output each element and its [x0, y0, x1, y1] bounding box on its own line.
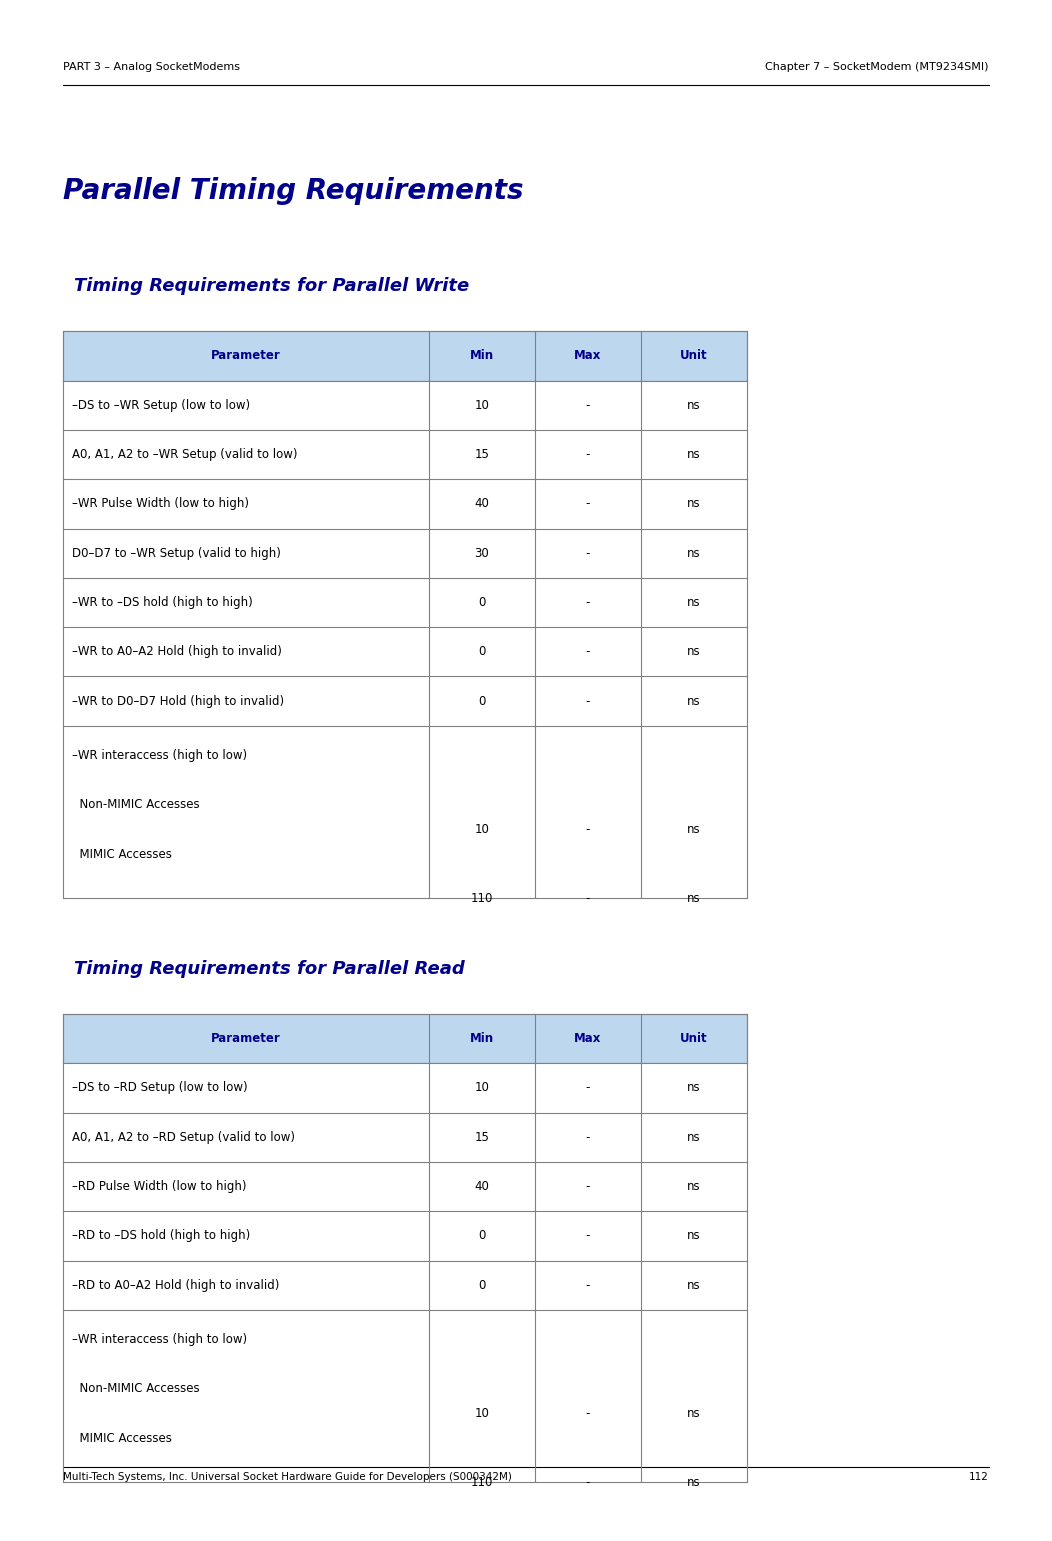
- Text: 40: 40: [474, 498, 489, 510]
- Text: Non-MIMIC Accesses: Non-MIMIC Accesses: [72, 1382, 199, 1395]
- FancyBboxPatch shape: [63, 726, 747, 898]
- Text: A0, A1, A2 to –RD Setup (valid to low): A0, A1, A2 to –RD Setup (valid to low): [72, 1131, 295, 1143]
- Text: 15: 15: [474, 448, 489, 461]
- Text: ns: ns: [687, 1279, 701, 1291]
- Text: Min: Min: [470, 350, 494, 362]
- Text: ns: ns: [687, 498, 701, 510]
- Text: -: -: [586, 547, 590, 559]
- FancyBboxPatch shape: [63, 430, 747, 479]
- FancyBboxPatch shape: [63, 381, 747, 430]
- Text: PART 3 – Analog SocketModems: PART 3 – Analog SocketModems: [63, 62, 240, 71]
- FancyBboxPatch shape: [63, 627, 747, 676]
- Text: 10: 10: [474, 823, 489, 835]
- Text: –WR interaccess (high to low): –WR interaccess (high to low): [72, 1333, 246, 1345]
- Text: –WR to A0–A2 Hold (high to invalid): –WR to A0–A2 Hold (high to invalid): [72, 646, 282, 658]
- Text: Unit: Unit: [680, 1032, 708, 1045]
- FancyBboxPatch shape: [63, 1063, 747, 1113]
- Text: –WR to D0–D7 Hold (high to invalid): –WR to D0–D7 Hold (high to invalid): [72, 695, 284, 707]
- FancyBboxPatch shape: [63, 529, 747, 578]
- Text: -: -: [586, 1279, 590, 1291]
- Text: MIMIC Accesses: MIMIC Accesses: [72, 1432, 171, 1444]
- Text: Timing Requirements for Parallel Read: Timing Requirements for Parallel Read: [74, 960, 464, 979]
- Text: -: -: [586, 695, 590, 707]
- Text: ns: ns: [687, 1131, 701, 1143]
- Text: –RD to –DS hold (high to high): –RD to –DS hold (high to high): [72, 1230, 249, 1242]
- FancyBboxPatch shape: [63, 1310, 747, 1482]
- Text: -: -: [586, 1082, 590, 1094]
- Text: 112: 112: [969, 1472, 989, 1481]
- Text: 10: 10: [474, 1407, 489, 1419]
- Text: ns: ns: [687, 399, 701, 411]
- Text: -: -: [586, 1407, 590, 1419]
- Text: –RD to A0–A2 Hold (high to invalid): –RD to A0–A2 Hold (high to invalid): [72, 1279, 279, 1291]
- Text: 10: 10: [474, 1082, 489, 1094]
- Text: 0: 0: [479, 646, 486, 658]
- Text: 0: 0: [479, 1230, 486, 1242]
- Text: –RD Pulse Width (low to high): –RD Pulse Width (low to high): [72, 1180, 246, 1193]
- FancyBboxPatch shape: [63, 1211, 747, 1261]
- Text: Min: Min: [470, 1032, 494, 1045]
- Text: ns: ns: [687, 448, 701, 461]
- Text: -: -: [586, 823, 590, 835]
- Text: MIMIC Accesses: MIMIC Accesses: [72, 848, 171, 860]
- Text: -: -: [586, 1476, 590, 1489]
- Text: Max: Max: [574, 350, 602, 362]
- Text: Non-MIMIC Accesses: Non-MIMIC Accesses: [72, 798, 199, 811]
- Text: ns: ns: [687, 1082, 701, 1094]
- Text: 10: 10: [474, 399, 489, 411]
- Text: ns: ns: [687, 892, 701, 905]
- Text: 15: 15: [474, 1131, 489, 1143]
- Text: ns: ns: [687, 1476, 701, 1489]
- FancyBboxPatch shape: [63, 1014, 747, 1063]
- Text: –DS to –RD Setup (low to low): –DS to –RD Setup (low to low): [72, 1082, 247, 1094]
- Text: -: -: [586, 399, 590, 411]
- Text: ns: ns: [687, 823, 701, 835]
- Text: –WR interaccess (high to low): –WR interaccess (high to low): [72, 749, 246, 761]
- FancyBboxPatch shape: [63, 1162, 747, 1211]
- Text: ns: ns: [687, 1180, 701, 1193]
- Text: 110: 110: [470, 1476, 493, 1489]
- Text: -: -: [586, 892, 590, 905]
- Text: ns: ns: [687, 1407, 701, 1419]
- Text: Chapter 7 – SocketModem (MT9234SMI): Chapter 7 – SocketModem (MT9234SMI): [766, 62, 989, 71]
- Text: Parameter: Parameter: [211, 350, 281, 362]
- Text: A0, A1, A2 to –WR Setup (valid to low): A0, A1, A2 to –WR Setup (valid to low): [72, 448, 297, 461]
- FancyBboxPatch shape: [63, 331, 747, 381]
- Text: Multi-Tech Systems, Inc. Universal Socket Hardware Guide for Developers (S000342: Multi-Tech Systems, Inc. Universal Socke…: [63, 1472, 512, 1481]
- Text: –DS to –WR Setup (low to low): –DS to –WR Setup (low to low): [72, 399, 249, 411]
- Text: Parallel Timing Requirements: Parallel Timing Requirements: [63, 177, 524, 205]
- Text: ns: ns: [687, 547, 701, 559]
- FancyBboxPatch shape: [63, 1113, 747, 1162]
- Text: -: -: [586, 1230, 590, 1242]
- Text: –WR to –DS hold (high to high): –WR to –DS hold (high to high): [72, 596, 252, 609]
- Text: Unit: Unit: [680, 350, 708, 362]
- Text: -: -: [586, 448, 590, 461]
- Text: 0: 0: [479, 596, 486, 609]
- Text: -: -: [586, 646, 590, 658]
- Text: ns: ns: [687, 1230, 701, 1242]
- Text: -: -: [586, 1180, 590, 1193]
- Text: -: -: [586, 1131, 590, 1143]
- Text: 30: 30: [474, 547, 489, 559]
- FancyBboxPatch shape: [63, 676, 747, 726]
- Text: Max: Max: [574, 1032, 602, 1045]
- Text: 110: 110: [470, 892, 493, 905]
- Text: D0–D7 to –WR Setup (valid to high): D0–D7 to –WR Setup (valid to high): [72, 547, 281, 559]
- Text: ns: ns: [687, 596, 701, 609]
- FancyBboxPatch shape: [63, 479, 747, 529]
- Text: -: -: [586, 596, 590, 609]
- Text: 0: 0: [479, 695, 486, 707]
- Text: 0: 0: [479, 1279, 486, 1291]
- Text: ns: ns: [687, 695, 701, 707]
- Text: –WR Pulse Width (low to high): –WR Pulse Width (low to high): [72, 498, 248, 510]
- Text: ns: ns: [687, 646, 701, 658]
- FancyBboxPatch shape: [63, 1261, 747, 1310]
- Text: -: -: [586, 498, 590, 510]
- FancyBboxPatch shape: [63, 578, 747, 627]
- Text: Timing Requirements for Parallel Write: Timing Requirements for Parallel Write: [74, 277, 469, 296]
- Text: 40: 40: [474, 1180, 489, 1193]
- Text: Parameter: Parameter: [211, 1032, 281, 1045]
